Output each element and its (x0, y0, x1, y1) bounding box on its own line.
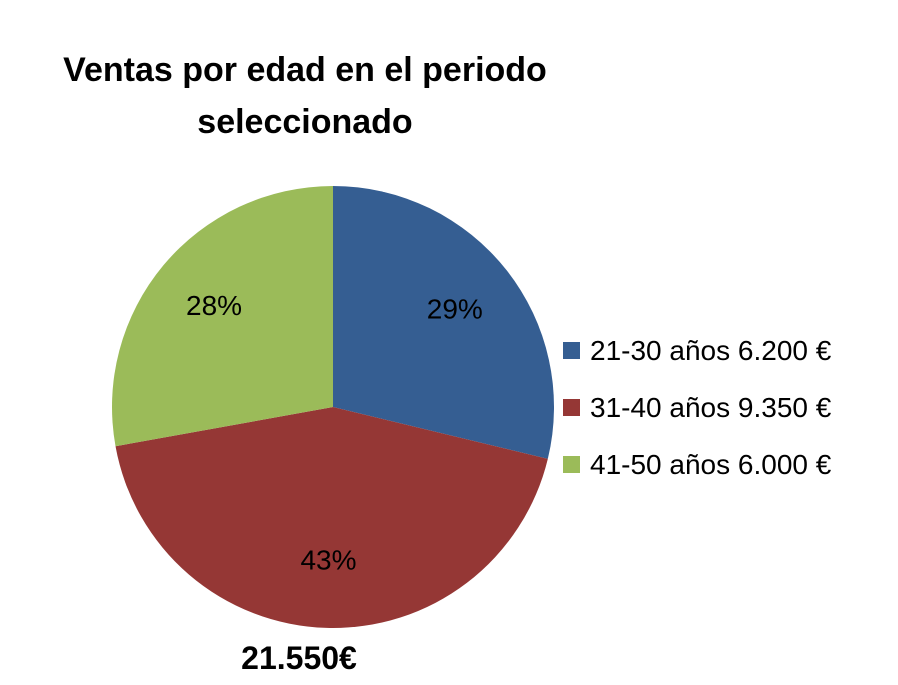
legend-swatch-31-40 (563, 399, 580, 416)
chart-title-line-2: seleccionado (197, 103, 413, 141)
legend-item-31-40: 31-40 años 9.350 € (563, 379, 893, 436)
pie-labels: 29% 43% 28% (186, 290, 483, 575)
legend-label-31-40: 31-40 años 9.350 € (590, 391, 832, 423)
legend-label-21-30: 21-30 años 6.200 € (590, 334, 832, 366)
pie-label-21-30: 29% (427, 294, 483, 325)
chart-title: Ventas por edad en el periodo selecciona… (0, 44, 610, 148)
pie-label-31-40: 43% (300, 544, 356, 575)
legend-item-41-50: 41-50 años 6.000 € (563, 436, 893, 493)
pie-slice-31-40 (115, 407, 548, 629)
legend: 21-30 años 6.200 € 31-40 años 9.350 € 41… (563, 322, 893, 493)
legend-swatch-21-30 (563, 342, 580, 359)
pie-slice-41-50 (111, 186, 333, 447)
legend-item-21-30: 21-30 años 6.200 € (563, 322, 893, 379)
pie-slices (111, 186, 554, 629)
pie-label-41-50: 28% (186, 290, 242, 321)
total-sales: 21.550€ (241, 640, 357, 676)
legend-swatch-41-50 (563, 456, 580, 473)
pie-slice-21-30 (333, 186, 554, 459)
legend-label-41-50: 41-50 años 6.000 € (590, 448, 832, 480)
chart-title-line-1: Ventas por edad en el periodo (63, 51, 547, 89)
